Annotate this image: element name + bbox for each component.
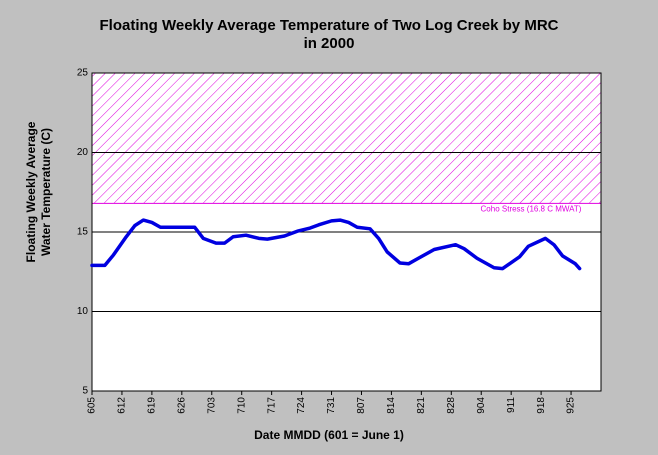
x-tick-label: 807: [356, 397, 367, 414]
x-tick-label: 619: [147, 397, 158, 414]
annotation: Coho Stress (16.8 C MWAT): [481, 204, 582, 213]
x-tick-label: 918: [536, 397, 547, 414]
y-tick-label: 10: [77, 306, 89, 317]
chart-title: Floating Weekly Average Temperature of T…: [100, 17, 559, 34]
x-tick-label: 703: [206, 397, 217, 414]
x-tick-label: 626: [176, 397, 187, 414]
x-tick-label: 724: [296, 397, 307, 414]
plot-border: [91, 72, 602, 392]
x-tick-label: 731: [326, 397, 337, 414]
x-tick-label: 904: [476, 397, 487, 414]
chart-title: in 2000: [304, 35, 355, 52]
x-tick-label: 821: [416, 397, 427, 414]
x-tick-label: 710: [236, 397, 247, 414]
stress-band: [91, 72, 602, 204]
y-tick-label: 20: [77, 147, 89, 158]
y-axis-label: Water Temperature (C): [39, 128, 53, 256]
x-tick-label: 925: [566, 397, 577, 414]
x-axis-label: Date MMDD (601 = June 1): [254, 428, 404, 442]
x-tick-label: 911: [506, 397, 517, 413]
y-tick-label: 5: [82, 386, 88, 397]
y-tick-label: 25: [77, 68, 89, 79]
x-tick-label: 814: [386, 397, 397, 414]
data-line: [90, 218, 582, 271]
x-tick-label: 612: [117, 397, 128, 414]
x-tick-label: 717: [266, 397, 277, 414]
x-tick-label: 828: [446, 397, 457, 414]
x-tick-label: 605: [87, 397, 98, 414]
y-tick-label: 15: [77, 227, 89, 238]
y-axis-label: Floating Weekly Average: [24, 121, 38, 262]
